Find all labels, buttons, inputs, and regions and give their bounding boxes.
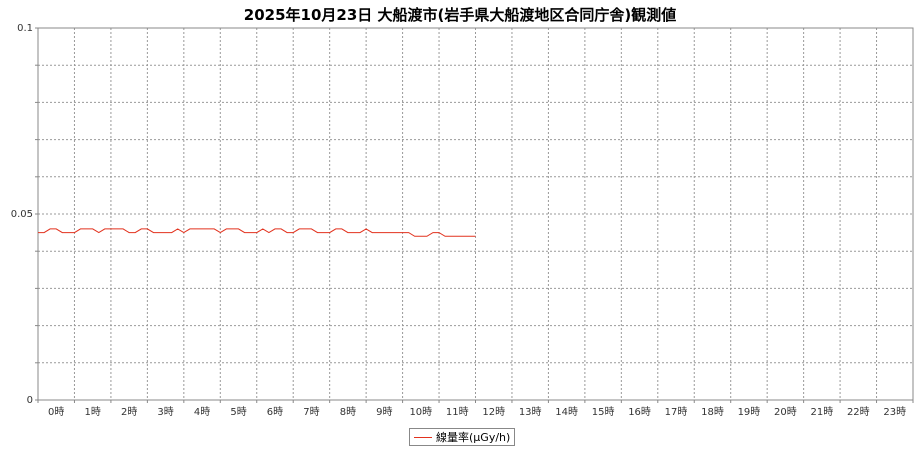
x-tick-label: 18時 bbox=[701, 406, 724, 418]
y-tick-labels: 0 0.05 0.1 bbox=[11, 23, 33, 406]
x-tick-label: 11時 bbox=[446, 406, 469, 418]
y-tick-label: 0.1 bbox=[17, 23, 33, 34]
x-tick-label: 13時 bbox=[519, 406, 542, 418]
x-tick-label: 22時 bbox=[847, 406, 870, 418]
x-tick-label: 7時 bbox=[303, 406, 319, 418]
chart-title: 2025年10月23日 大船渡市(岩手県大船渡地区合同庁舎)観測値 bbox=[243, 6, 677, 24]
series bbox=[38, 228, 476, 237]
x-tick-label: 19時 bbox=[738, 406, 761, 418]
x-tick-label: 6時 bbox=[267, 406, 283, 418]
x-tick-label: 21時 bbox=[810, 406, 833, 418]
grid-lines bbox=[38, 28, 913, 400]
axes bbox=[35, 27, 914, 403]
x-tick-label: 5時 bbox=[230, 406, 246, 418]
legend: 線量率(μGy/h) bbox=[409, 428, 516, 446]
x-tick-label: 4時 bbox=[194, 406, 210, 418]
x-tick-label: 16時 bbox=[628, 406, 651, 418]
x-tick-label: 10時 bbox=[409, 406, 432, 418]
x-tick-label: 14時 bbox=[555, 406, 578, 418]
x-tick-label: 3時 bbox=[157, 406, 173, 418]
x-tick-label: 8時 bbox=[340, 406, 356, 418]
x-tick-label: 15時 bbox=[592, 406, 615, 418]
x-tick-label: 2時 bbox=[121, 406, 137, 418]
x-tick-label: 0時 bbox=[48, 406, 64, 418]
x-tick-label: 12時 bbox=[482, 406, 505, 418]
x-tick-label: 23時 bbox=[883, 406, 906, 418]
x-tick-label: 17時 bbox=[665, 406, 688, 418]
x-tick-labels: 0時 1時 2時 3時 4時 5時 6時 7時 8時 9時 10時 11時 12時 13時 14時 15時 16… bbox=[48, 406, 906, 418]
series-line bbox=[38, 228, 476, 237]
legend-swatch bbox=[414, 436, 432, 438]
x-tick-label: 1時 bbox=[85, 406, 101, 418]
y-tick-label: 0.05 bbox=[11, 209, 33, 220]
y-tick-label: 0 bbox=[27, 395, 33, 406]
x-tick-label: 20時 bbox=[774, 406, 797, 418]
x-tick-label: 9時 bbox=[376, 406, 392, 418]
legend-label: 線量率(μGy/h) bbox=[436, 431, 511, 444]
